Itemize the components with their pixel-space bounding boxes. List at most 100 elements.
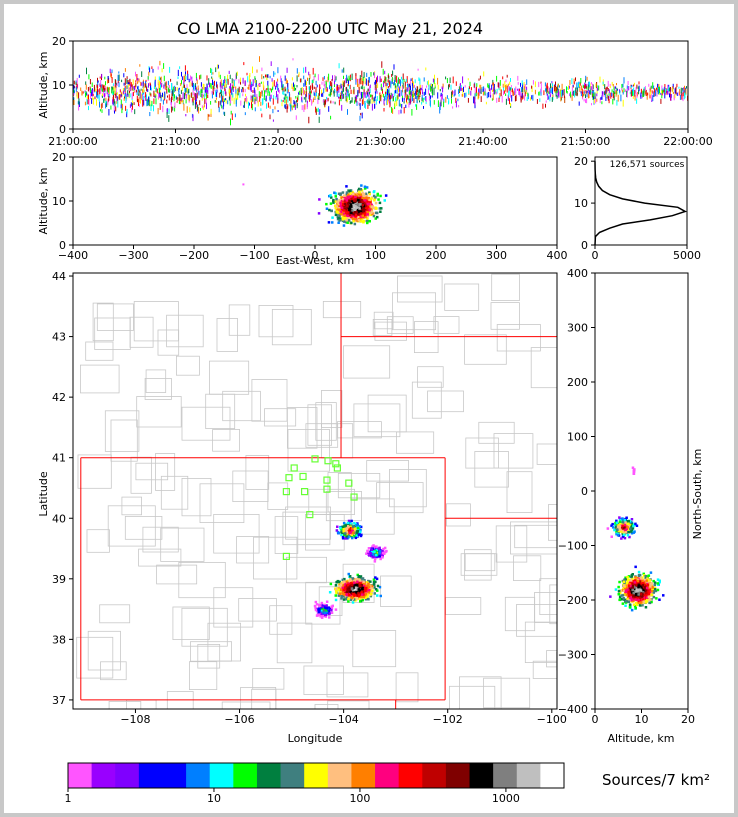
- time-height-source: [113, 85, 115, 92]
- time-height-source: [316, 91, 317, 97]
- time-height-source: [404, 85, 406, 90]
- ew-source: [345, 185, 348, 188]
- time-height-source: [280, 99, 282, 102]
- time-height-source: [138, 78, 140, 83]
- time-height-source: [164, 92, 166, 99]
- time-height-source: [587, 89, 589, 93]
- time-height-source: [217, 64, 219, 70]
- time-height-source: [445, 96, 447, 103]
- time-height-source: [603, 91, 605, 97]
- plan-source: [320, 601, 324, 605]
- time-height-source: [439, 102, 441, 107]
- time-height-source: [114, 87, 116, 94]
- time-height-source: [166, 85, 168, 89]
- time-height-source: [317, 95, 319, 99]
- time-height-source: [445, 76, 447, 80]
- time-height-source: [182, 100, 184, 104]
- time-height-source: [463, 86, 464, 92]
- time-height-source: [640, 94, 642, 98]
- time-height-source: [112, 86, 114, 89]
- time-height-source: [161, 68, 163, 73]
- time-height-source: [572, 84, 574, 87]
- plan-source: [347, 519, 351, 523]
- time-height-source: [540, 86, 542, 93]
- time-height-source: [401, 86, 403, 90]
- time-height-source: [160, 84, 161, 90]
- time-height-source: [208, 114, 210, 117]
- time-height-source: [224, 88, 226, 95]
- time-height-source: [243, 105, 245, 108]
- time-height-source: [324, 100, 326, 107]
- plan-source: [352, 579, 356, 582]
- plan-source: [378, 585, 382, 589]
- ew-ytick-label: 10: [52, 195, 66, 208]
- time-height-source: [467, 78, 469, 81]
- ns-source: [656, 588, 660, 592]
- plan-source: [368, 588, 371, 592]
- time-height-source: [451, 91, 452, 99]
- time-height-source: [146, 86, 148, 92]
- plan-source: [324, 605, 328, 608]
- time-height-source: [585, 90, 587, 94]
- time-height-source: [492, 93, 494, 101]
- time-height-source: [149, 82, 151, 86]
- time-height-source: [162, 105, 164, 113]
- ew-source: [242, 183, 245, 186]
- time-height-source: [332, 101, 334, 104]
- time-height-source: [374, 104, 376, 109]
- altitude-tick-label: 0: [59, 123, 66, 136]
- plan-source: [347, 525, 350, 528]
- time-height-source: [675, 86, 677, 94]
- ew-source: [339, 204, 342, 208]
- time-height-source: [386, 99, 388, 106]
- time-height-source: [220, 89, 222, 94]
- time-height-source: [229, 91, 230, 98]
- plan-source: [371, 589, 374, 592]
- time-height-source: [135, 83, 137, 88]
- time-height-source: [414, 84, 415, 88]
- time-height-source: [308, 71, 310, 76]
- time-height-source: [309, 74, 311, 79]
- time-height-source: [97, 80, 99, 83]
- plan-source: [337, 588, 340, 591]
- time-height-source: [555, 85, 556, 93]
- time-height-source: [549, 94, 551, 102]
- time-height-source: [253, 97, 255, 104]
- time-height-source: [249, 79, 251, 86]
- time-height-source: [117, 74, 119, 82]
- time-height-source: [517, 75, 519, 81]
- time-height-source: [224, 76, 226, 82]
- time-height-source: [221, 104, 223, 109]
- plan-source: [314, 608, 318, 612]
- plan-source: [360, 595, 363, 599]
- time-height-source: [376, 77, 378, 83]
- time-height-source: [663, 89, 665, 93]
- county-outline: [172, 606, 210, 640]
- time-height-source: [403, 97, 405, 101]
- plan-source: [335, 529, 339, 532]
- plan-source: [368, 554, 371, 557]
- time-height-source: [369, 85, 371, 92]
- time-height-source: [394, 101, 396, 107]
- time-height-source: [262, 90, 263, 97]
- time-height-source: [495, 91, 497, 95]
- time-height-source: [592, 84, 594, 89]
- time-height-source: [169, 89, 171, 93]
- plan-source: [358, 593, 361, 597]
- county-outline: [397, 275, 443, 303]
- time-height-source: [319, 84, 321, 89]
- time-height-source: [141, 82, 143, 86]
- ew-source: [365, 186, 369, 189]
- time-height-source: [628, 86, 630, 91]
- time-height-source: [198, 107, 200, 114]
- time-height-source: [371, 94, 373, 100]
- time-height-source: [311, 80, 313, 83]
- time-height-source: [129, 79, 131, 86]
- time-height-source: [191, 113, 193, 118]
- plan-source: [370, 586, 374, 589]
- plan-source: [359, 525, 363, 529]
- time-height-source: [181, 86, 183, 92]
- ew-source: [347, 193, 350, 196]
- ew-source: [369, 213, 373, 216]
- ew-source: [354, 195, 357, 199]
